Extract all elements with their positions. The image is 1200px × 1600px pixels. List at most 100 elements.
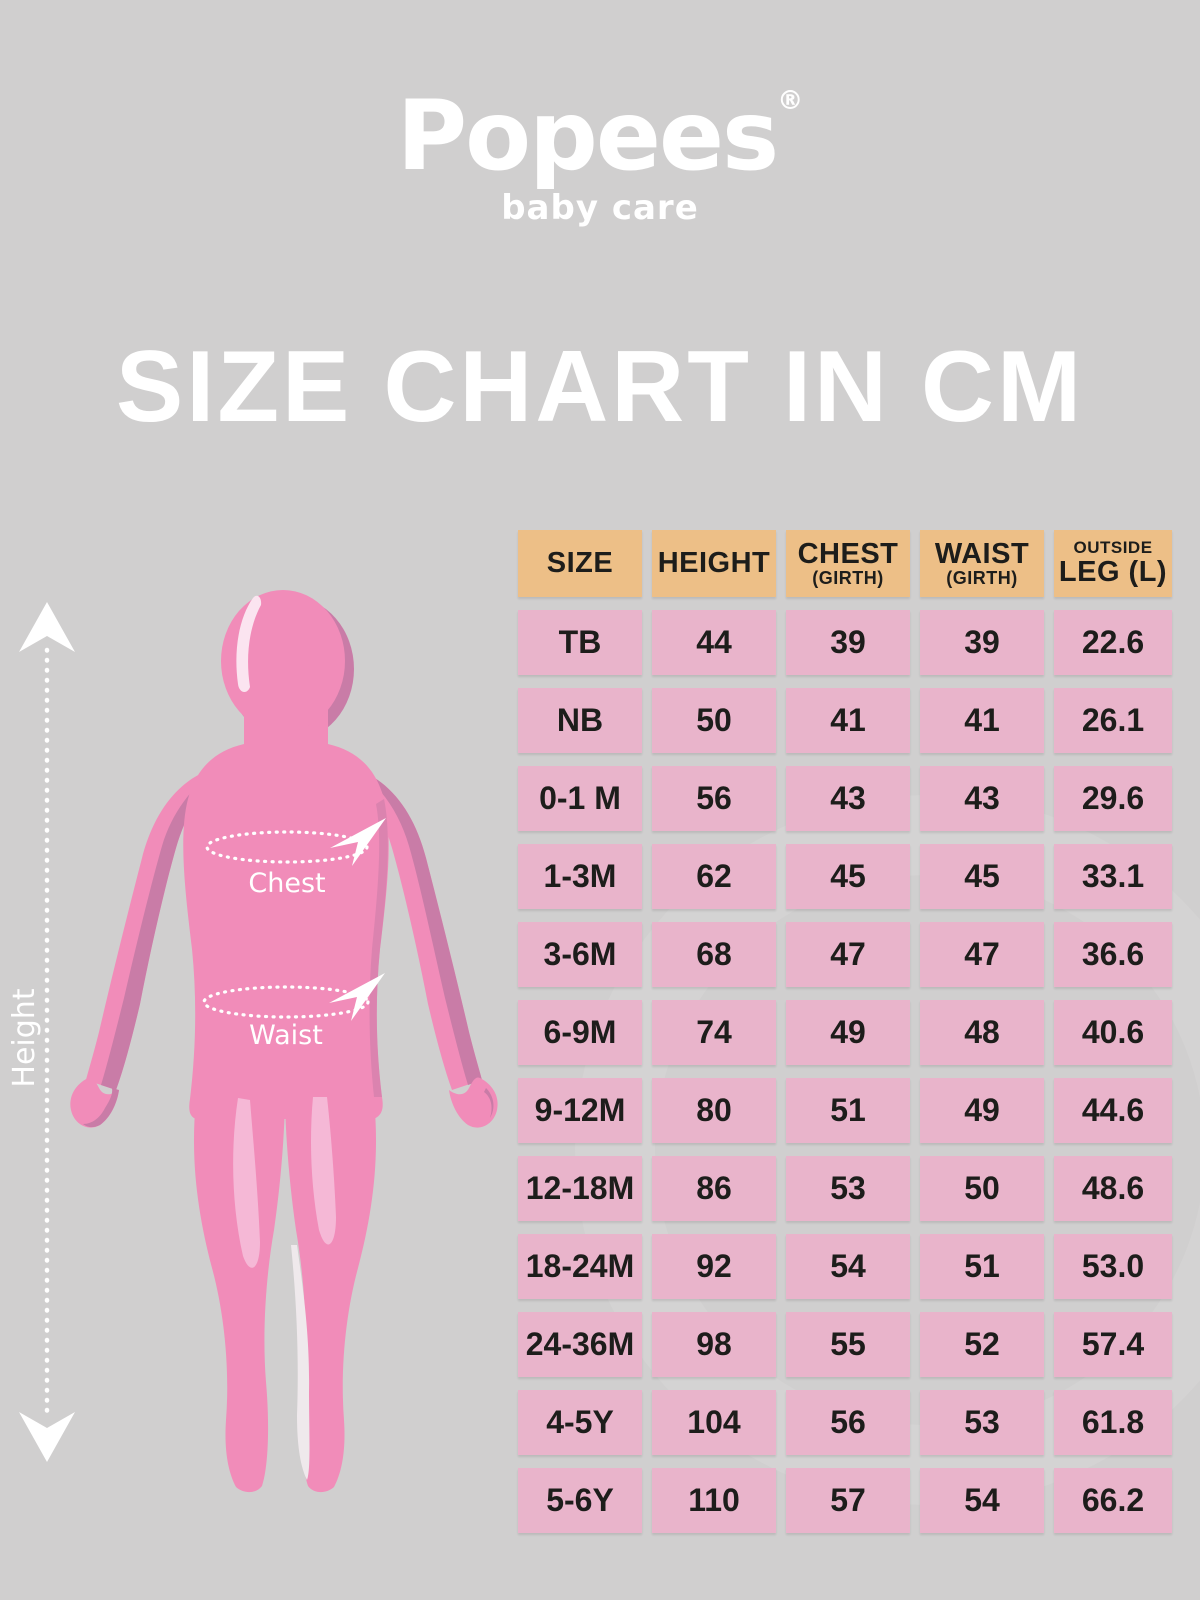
table-cell: 48.6 [1054,1156,1172,1221]
header-sublabel: (GIRTH) [946,568,1018,589]
table-cell: 51 [920,1234,1044,1299]
table-cell: 41 [920,688,1044,753]
table-cell: 104 [652,1390,776,1455]
brand-name: Popees® [0,88,1200,184]
table-cell: 50 [652,688,776,753]
mannequin-right-hand-shadow [484,1088,494,1118]
table-cell: 29.6 [1054,766,1172,831]
table-cell: 86 [652,1156,776,1221]
table-cell: 43 [786,766,910,831]
size-table: SIZE HEIGHT CHEST (GIRTH) WAIST (GIRTH) … [518,530,1172,1533]
table-cell: TB [518,610,642,675]
table-cell: 9-12M [518,1078,642,1143]
height-label: Height [7,988,42,1088]
registered-mark: ® [777,86,804,116]
mannequin-right-thigh-highlight [311,1097,336,1245]
page-title: SIZE CHART IN CM [115,331,1085,443]
table-cell: 110 [652,1468,776,1533]
table-cell: 26.1 [1054,688,1172,753]
table-cell: 74 [652,1000,776,1065]
table-cell: 44 [652,610,776,675]
height-arrowhead-bottom [19,1412,75,1462]
table-cell: 45 [786,844,910,909]
table-cell: 6-9M [518,1000,642,1065]
table-header-chest: CHEST (GIRTH) [786,530,910,597]
table-cell: 52 [920,1312,1044,1377]
table-cell: 3-6M [518,922,642,987]
mannequin-left-arm-shadow [101,770,224,1090]
table-cell: 1-3M [518,844,642,909]
table-cell: 24-36M [518,1312,642,1377]
table-cell: 36.6 [1054,922,1172,987]
table-cell: 56 [786,1390,910,1455]
mannequin-left-thigh-highlight [233,1098,260,1268]
mannequin-torso-shadow [369,799,388,1097]
table-cell: 56 [652,766,776,831]
table-cell: 61.8 [1054,1390,1172,1455]
waist-label: Waist [249,1020,323,1051]
table-cell: NB [518,688,642,753]
header-sublabel: (GIRTH) [812,568,884,589]
table-cell: 62 [652,844,776,909]
table-cell: 55 [786,1312,910,1377]
table-cell: 39 [786,610,910,675]
table-cell: 47 [786,922,910,987]
table-cell: 12-18M [518,1156,642,1221]
table-cell: 54 [786,1234,910,1299]
table-cell: 45 [920,844,1044,909]
header-label: SIZE [546,547,614,580]
table-cell: 57.4 [1054,1312,1172,1377]
table-cell: 68 [652,922,776,987]
header-toplabel: OUTSIDE [1073,538,1153,558]
table-cell: 51 [786,1078,910,1143]
table-cell: 66.2 [1054,1468,1172,1533]
watermark-ring [575,795,1200,1505]
header-label: CHEST [797,537,899,570]
header-label: LEG (L) [1058,556,1168,589]
mannequin-right-arm [344,768,482,1090]
table-cell: 50 [920,1156,1044,1221]
mannequin-left-hand-shadow [83,1088,119,1128]
mannequin-left-leg [193,1100,285,1493]
baby-mannequin-figure [70,590,498,1493]
table-cell: 49 [920,1078,1044,1143]
header-label: HEIGHT [657,547,771,580]
table-header-height: HEIGHT [652,530,776,597]
mannequin-torso [183,706,389,1119]
table-cell: 41 [786,688,910,753]
table-cell: 4-5Y [518,1390,642,1455]
mannequin-head-highlight [236,595,262,693]
table-cell: 98 [652,1312,776,1377]
brand-text: Popees [396,80,779,192]
waist-girth-arrow [202,973,385,1021]
table-cell: 22.6 [1054,610,1172,675]
table-cell: 80 [652,1078,776,1143]
brand-tagline: baby care [501,188,699,228]
header-label: WAIST [934,537,1030,570]
table-header-outside-leg: OUTSIDE LEG (L) [1054,530,1172,597]
chest-label: Chest [248,868,326,899]
table-cell: 53.0 [1054,1234,1172,1299]
table-cell: 33.1 [1054,844,1172,909]
height-arrowhead-top [19,602,75,652]
table-cell: 48 [920,1000,1044,1065]
table-cell: 92 [652,1234,776,1299]
table-cell: 0-1 M [518,766,642,831]
table-cell: 43 [920,766,1044,831]
table-cell: 49 [786,1000,910,1065]
table-cell: 39 [920,610,1044,675]
table-cell: 18-24M [518,1234,642,1299]
table-cell: 47 [920,922,1044,987]
mannequin-leg-bright-sliver [291,1245,310,1480]
table-cell: 40.6 [1054,1000,1172,1065]
table-header-size: SIZE [518,530,642,597]
table-cell: 54 [920,1468,1044,1533]
mannequin-right-arm-shadow [354,768,482,1085]
table-cell: 53 [786,1156,910,1221]
table-header-waist: WAIST (GIRTH) [920,530,1044,597]
table-cell: 5-6Y [518,1468,642,1533]
table-cell: 44.6 [1054,1078,1172,1143]
brand-logo: Popees® baby care [0,88,1200,228]
table-cell: 53 [920,1390,1044,1455]
